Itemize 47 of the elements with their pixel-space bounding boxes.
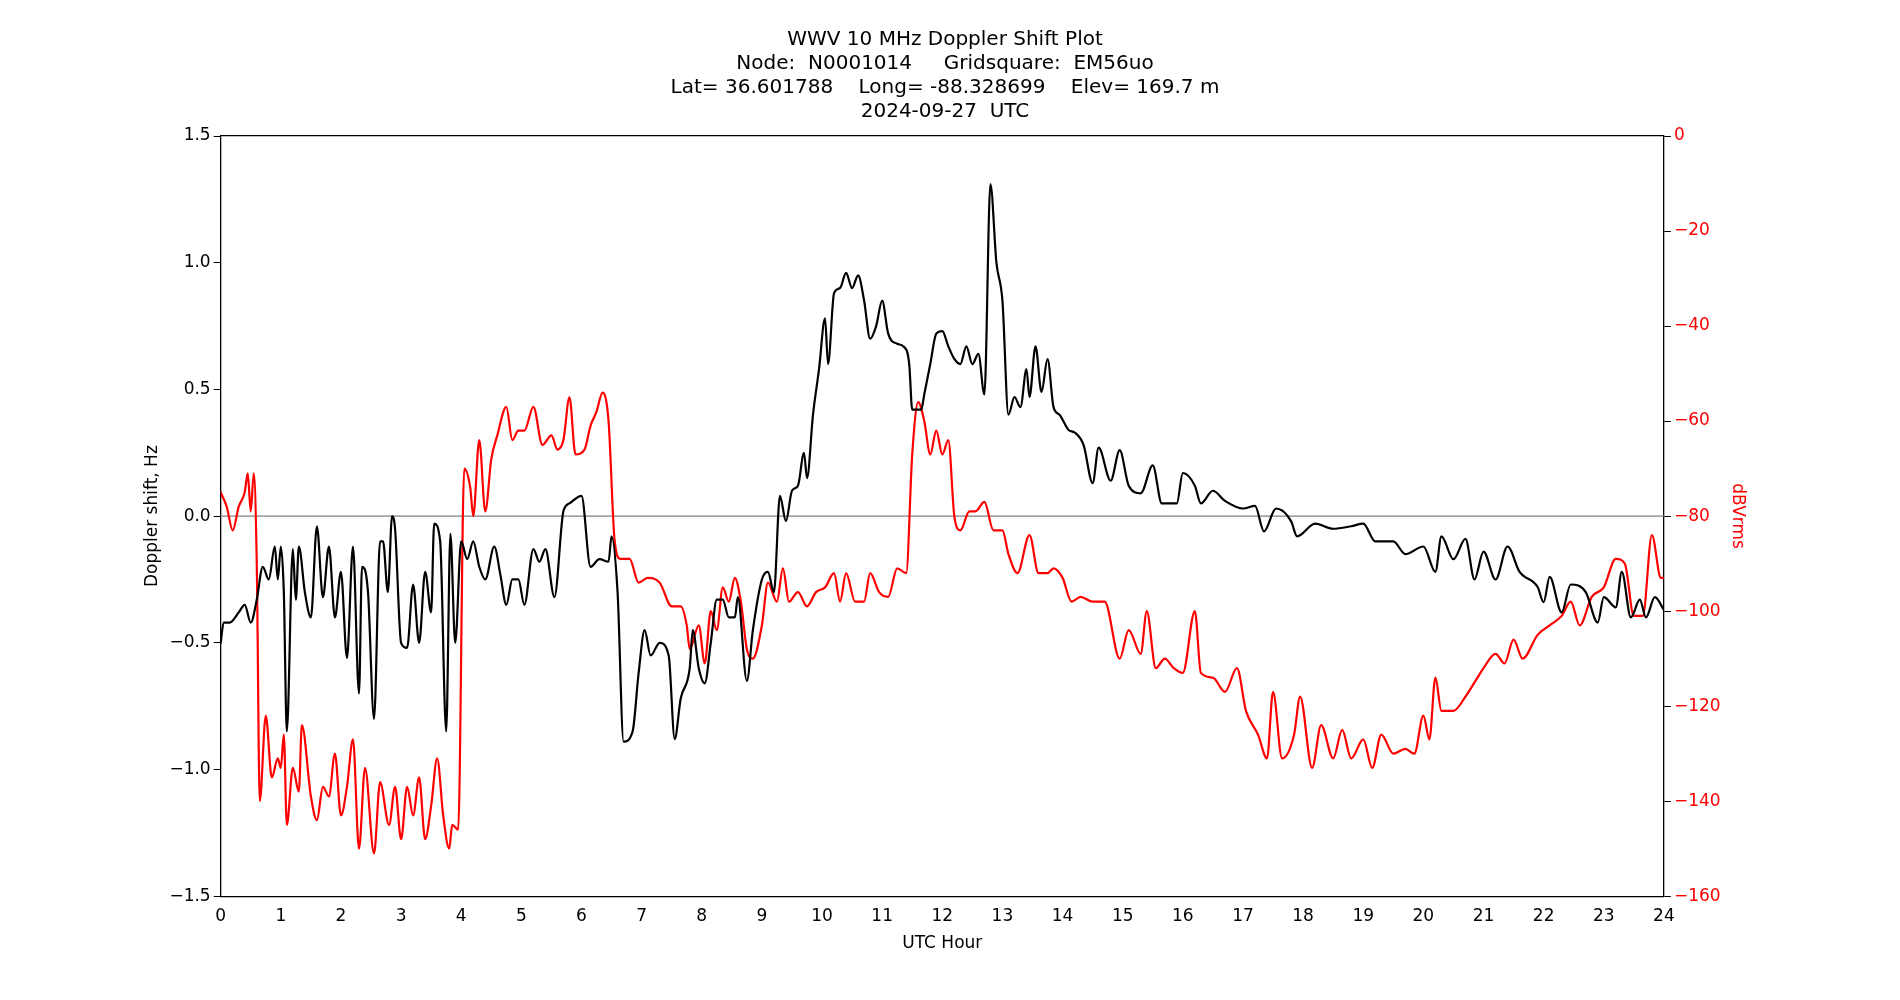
x-tick-label: 8 [696,904,708,925]
x-tick-label: 1 [275,904,287,925]
x-tick-label: 18 [1292,904,1314,925]
x-tick-label: 23 [1592,904,1615,925]
chart-title: WWV 10 MHz Doppler Shift Plot [787,26,1103,51]
y-tick-label: −1.5 [169,884,211,905]
x-tick-label: 9 [756,904,768,925]
y2-axis-title: dBVrms [1729,483,1750,550]
x-tick-label: 19 [1352,904,1375,925]
x-tick-label: 0 [215,904,227,925]
y-tick-label: 0.0 [183,504,211,525]
x-tick-label: 3 [395,904,407,925]
x-tick-label: 22 [1532,904,1555,925]
x-tick-label: 14 [1051,904,1074,925]
y2-tick-label: −100 [1673,599,1721,620]
line-series [220,391,1664,855]
x-tick-label: 6 [576,904,587,925]
x-tick-label: 12 [931,904,954,925]
y2-tick-label: −60 [1673,409,1710,430]
x-tick-label: 21 [1472,904,1495,925]
y-tick-label: −1.0 [169,757,211,778]
y2-tick-label: −140 [1673,789,1721,810]
y2-tick-label: −160 [1673,884,1721,905]
x-tick-label: 7 [636,904,648,925]
x-tick-label: 10 [811,904,833,925]
y2-tick-label: −80 [1673,504,1710,525]
x-tick-label: 15 [1111,904,1134,925]
y-tick-label: 1.5 [183,124,211,145]
y2-tick-label: −40 [1673,314,1710,335]
x-tick-label: 24 [1653,904,1675,925]
y-tick-label: −0.5 [169,631,211,652]
y-tick-label: 0.5 [183,377,211,398]
y2-tick-label: 0 [1673,124,1685,145]
y-tick-label: 1.0 [183,251,211,272]
x-axis-title: UTC Hour [902,932,983,953]
x-tick-label: 11 [871,904,893,925]
x-tick-label: 13 [991,904,1014,925]
x-tick-label: 17 [1232,904,1254,925]
y2-tick-label: −20 [1673,219,1710,240]
x-tick-label: 20 [1412,904,1435,925]
x-tick-label: 2 [335,904,347,925]
x-tick-label: 4 [455,904,467,925]
chart-subtitle: Node: N0001014 Gridsquare: EM56uo Lat= 36.601788 Long= -88.328699 Elev= 169.7 m 2024-09-27 UTC [670,50,1220,123]
y2-tick-label: −120 [1673,694,1721,715]
y-axis-title: Doppler shift, Hz [140,445,161,588]
x-tick-label: 5 [515,904,527,925]
x-tick-label: 16 [1172,904,1194,925]
